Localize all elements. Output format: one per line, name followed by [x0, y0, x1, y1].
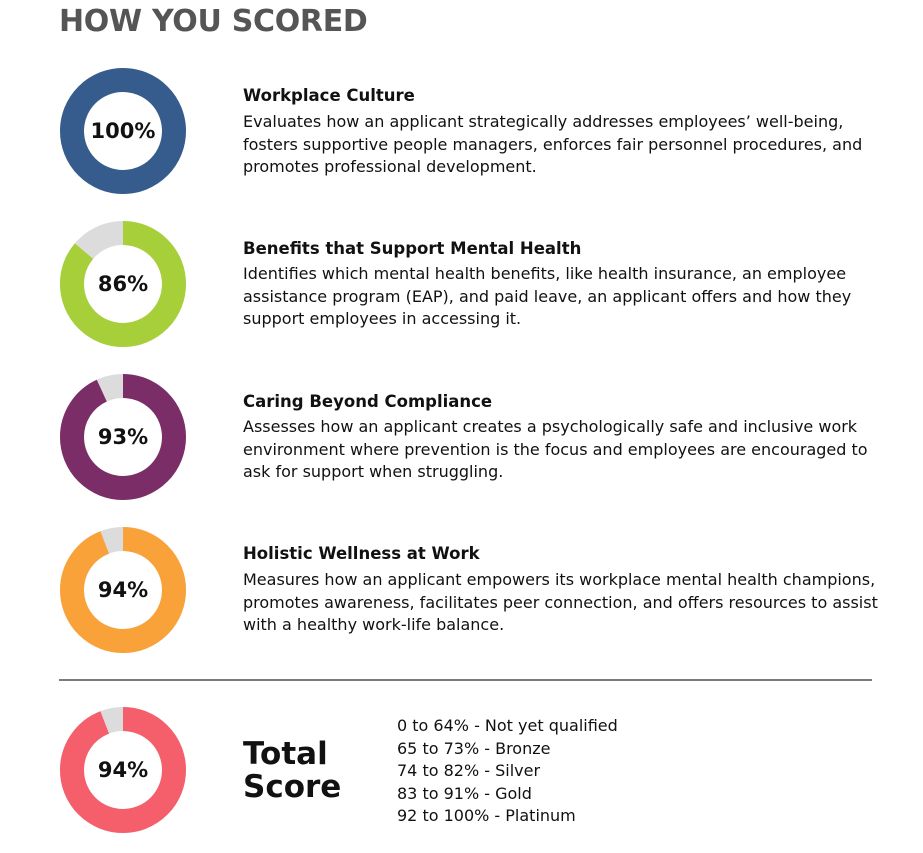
section-divider: [59, 679, 872, 681]
score-donut: 93%: [60, 374, 186, 500]
score-donut-chart: [60, 221, 186, 347]
score-donut-chart: [60, 374, 186, 500]
score-percent: 86%: [97, 272, 149, 296]
score-donut-chart: [60, 68, 186, 194]
tier-item: 92 to 100% - Platinum: [397, 806, 576, 825]
tier-list: 0 to 64% - Not yet qualified 65 to 73% -…: [397, 715, 618, 828]
total-score-percent: 94%: [97, 758, 149, 782]
donut-score-arc: [60, 221, 186, 347]
tier-item: 83 to 91% - Gold: [397, 783, 532, 803]
donut-score-arc: [60, 527, 186, 653]
score-donut-chart: [60, 707, 186, 833]
total-label-line1: Total: [243, 736, 328, 772]
score-donut: 100%: [60, 68, 186, 194]
category-title: Holistic Wellness at Work: [243, 544, 480, 563]
category-title: Workplace Culture: [243, 86, 415, 105]
total-label-line2: Score: [243, 769, 342, 805]
category-description: Assesses how an applicant creates a psyc…: [243, 417, 868, 481]
donut-score-arc: [60, 68, 186, 194]
category-description: Measures how an applicant empowers its w…: [243, 570, 878, 634]
category-description: Identifies which mental health benefits,…: [243, 264, 852, 328]
total-score-donut: 94%: [60, 707, 186, 833]
category-title: Caring Beyond Compliance: [243, 392, 493, 411]
tier-item: 65 to 73% - Bronze: [397, 738, 551, 758]
donut-score-arc: [60, 707, 186, 833]
score-donut-chart: [60, 527, 186, 653]
category-title: Benefits that Support Mental Health: [243, 239, 582, 258]
score-percent: 100%: [90, 119, 156, 143]
page-title: HOW YOU SCORED: [59, 4, 368, 39]
tier-item: 74 to 82% - Silver: [397, 761, 541, 780]
tier-item: 0 to 64% - Not yet qualified: [397, 716, 618, 735]
score-percent: 93%: [97, 425, 149, 449]
total-score-label: Total Score: [243, 738, 341, 804]
score-donut: 86%: [60, 221, 186, 347]
category-description: Evaluates how an applicant strategically…: [243, 112, 863, 176]
score-donut: 94%: [60, 527, 186, 653]
score-percent: 94%: [97, 578, 149, 602]
donut-score-arc: [60, 374, 186, 500]
